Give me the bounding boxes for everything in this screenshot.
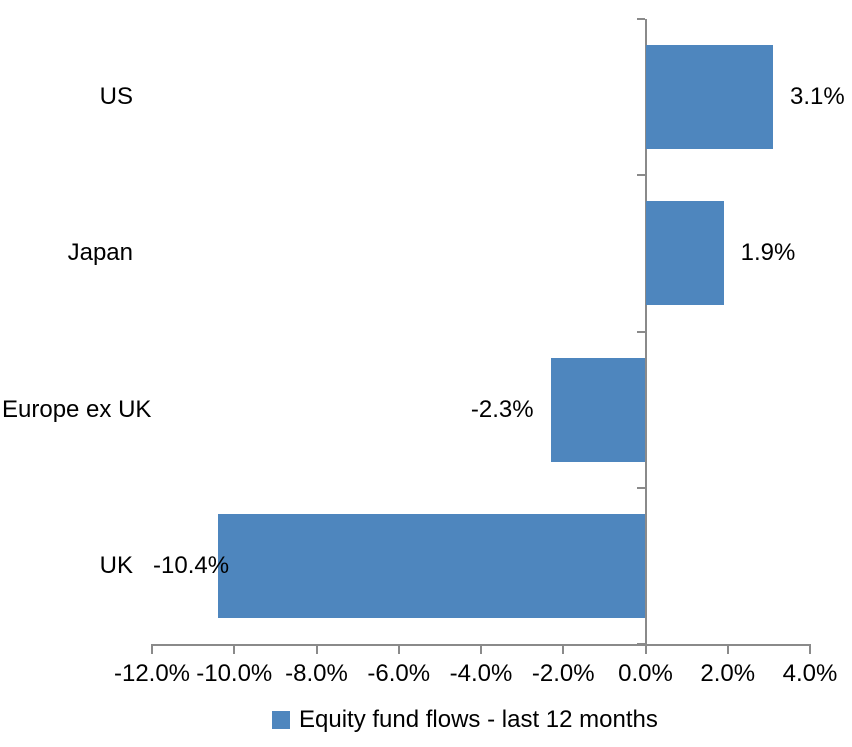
category-label: Japan (67, 239, 133, 267)
category-axis-tick (636, 486, 645, 489)
x-axis-tick (562, 646, 565, 654)
x-axis-tick (480, 646, 482, 654)
category-label: Europe ex UK (2, 395, 152, 423)
legend: Equity fund flows - last 12 months (272, 705, 658, 735)
x-axis-tick (315, 646, 318, 654)
y-axis-line (644, 19, 647, 646)
x-axis-tick (397, 646, 400, 654)
legend-swatch-icon (272, 711, 290, 729)
x-axis-tick-label: 2.0% (700, 660, 756, 687)
x-axis-tick-label: -8.0% (285, 660, 348, 687)
x-axis-tick (151, 646, 153, 654)
category-axis-tick (636, 330, 645, 333)
bar (550, 357, 646, 462)
data-label: -2.3% (470, 395, 534, 423)
x-axis-tick (644, 646, 647, 654)
category-axis-tick (636, 18, 645, 20)
x-axis-tick (726, 646, 729, 654)
x-axis-tick-label: 4.0% (782, 660, 838, 687)
bar (645, 45, 773, 150)
category-axis-tick (636, 643, 645, 645)
bar (645, 201, 724, 306)
data-label: 3.1% (789, 83, 845, 111)
legend-label: Equity fund flows - last 12 months (299, 706, 658, 733)
x-axis-tick (809, 646, 811, 654)
category-label: US (99, 83, 133, 111)
x-axis-tick-label: -2.0% (531, 660, 595, 687)
data-label: 1.9% (740, 239, 796, 267)
category-axis-tick (636, 174, 645, 177)
x-axis-line (151, 644, 811, 646)
x-axis-tick-label: 0.0% (618, 660, 673, 687)
x-axis-tick-label: -4.0% (449, 660, 513, 687)
x-axis-tick-label: -12.0% (113, 660, 191, 687)
x-axis-tick-label: -6.0% (367, 660, 431, 687)
bar (217, 513, 646, 618)
x-axis-tick (233, 646, 236, 654)
x-axis-tick-label: -10.0% (196, 660, 273, 687)
category-label: UK (99, 551, 133, 579)
data-label: -10.4% (153, 551, 230, 579)
